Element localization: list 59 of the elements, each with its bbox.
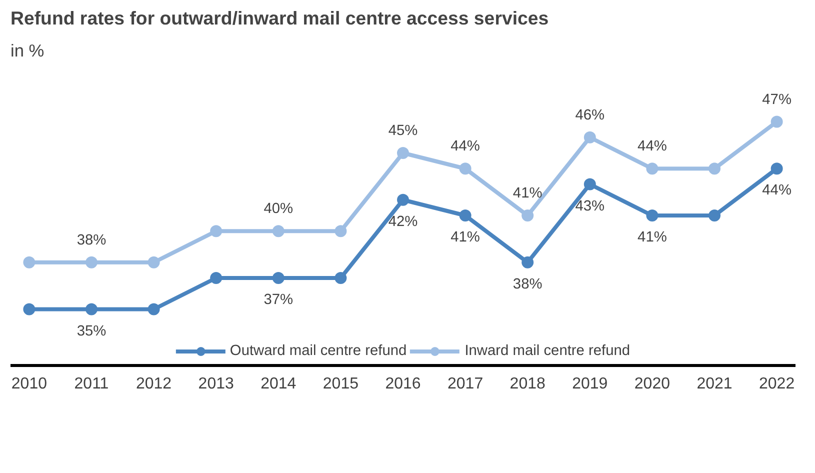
data-label: 38% — [76, 232, 106, 248]
point — [459, 210, 472, 222]
data-label: 43% — [575, 198, 605, 214]
point — [85, 303, 98, 316]
data-label: 42% — [388, 214, 418, 230]
x-tick-label: 2013 — [198, 376, 234, 392]
point — [272, 225, 284, 238]
point — [397, 194, 409, 206]
data-label: 45% — [388, 123, 418, 139]
point — [23, 256, 36, 268]
point — [334, 225, 347, 238]
point — [770, 162, 783, 175]
chart-subtitle: in % — [10, 40, 44, 60]
point — [23, 303, 36, 316]
point — [210, 225, 222, 238]
point — [646, 162, 658, 175]
point — [272, 272, 284, 284]
x-tick-label: 2022 — [759, 376, 795, 392]
point — [584, 131, 596, 144]
point — [708, 162, 721, 175]
point — [459, 162, 472, 175]
x-tick-label: 2010 — [11, 376, 48, 392]
x-tick-label: 2014 — [260, 376, 296, 392]
data-label: 46% — [575, 107, 605, 124]
legend-label: Inward mail centre refund — [464, 343, 630, 359]
point — [148, 256, 160, 268]
x-tick-label: 2011 — [74, 376, 109, 392]
legend-label: Outward mail centre refund — [230, 343, 407, 359]
point — [646, 210, 658, 222]
data-label: 41% — [512, 186, 542, 202]
point — [397, 147, 409, 159]
x-tick-label: 2012 — [136, 376, 172, 392]
chart-title: Refund rates for outward/inward mail centre access services — [10, 8, 549, 28]
x-tick-label: 2017 — [448, 376, 484, 392]
x-tick-label: 2015 — [322, 376, 359, 392]
point — [148, 303, 160, 316]
x-tick-label: 2018 — [510, 376, 546, 392]
point — [708, 210, 721, 222]
point — [522, 210, 534, 222]
data-label: 41% — [450, 230, 480, 246]
data-label: 47% — [762, 92, 792, 108]
x-tick-label: 2019 — [572, 376, 608, 392]
data-label: 44% — [638, 138, 667, 155]
point — [522, 256, 534, 268]
data-label: 44% — [450, 138, 480, 155]
data-label: 35% — [76, 323, 106, 340]
point — [210, 272, 222, 284]
data-label: 38% — [512, 276, 542, 292]
point — [584, 178, 596, 190]
point — [770, 116, 783, 128]
x-tick-label: 2020 — [634, 376, 670, 392]
x-tick-label: 2016 — [385, 376, 421, 392]
data-label: 44% — [762, 182, 792, 199]
point — [85, 256, 98, 268]
data-label: 41% — [638, 230, 667, 246]
point — [334, 272, 347, 284]
x-tick-label: 2021 — [696, 376, 732, 392]
data-label: 40% — [264, 201, 294, 218]
data-label: 37% — [264, 292, 294, 308]
